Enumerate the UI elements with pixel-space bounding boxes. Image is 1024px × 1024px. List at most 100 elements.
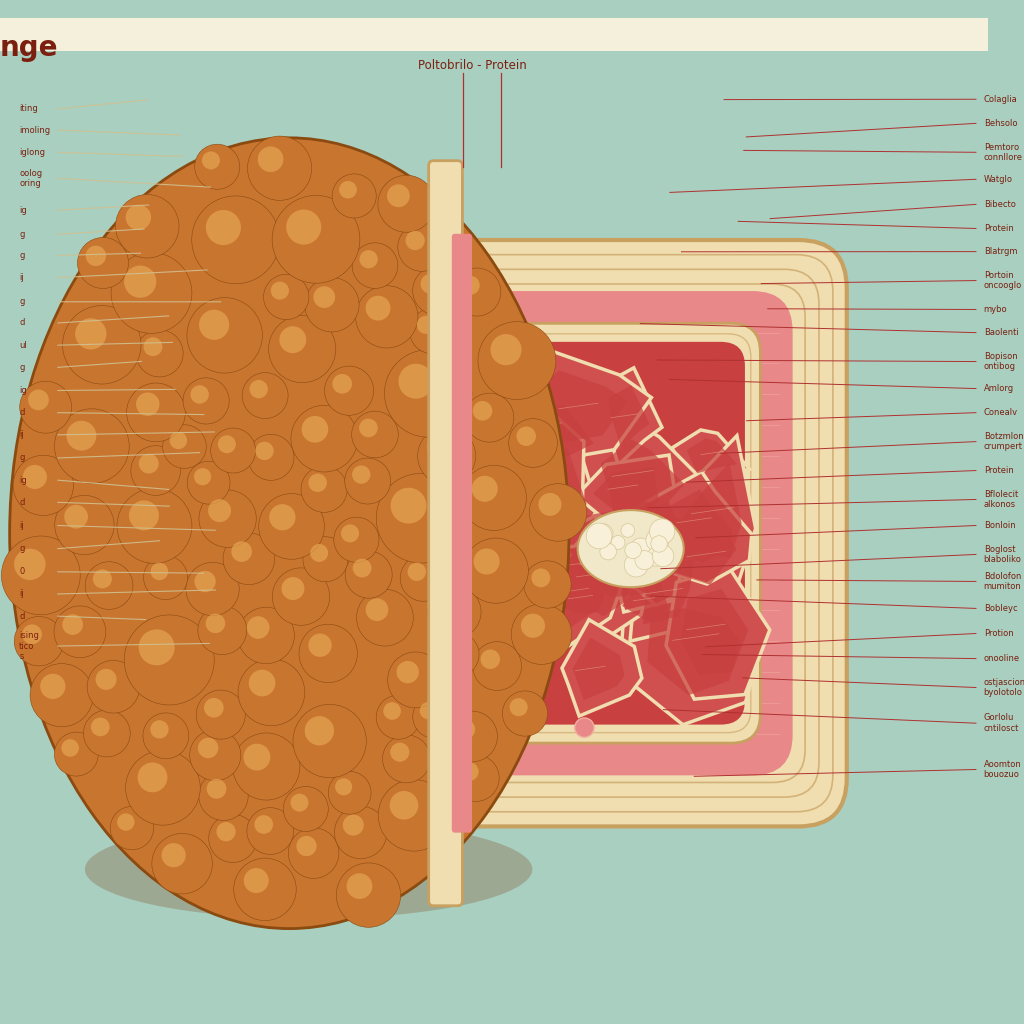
Circle shape — [473, 511, 487, 524]
Polygon shape — [531, 546, 626, 648]
Circle shape — [354, 551, 373, 569]
Circle shape — [420, 702, 437, 719]
Circle shape — [524, 561, 571, 608]
Circle shape — [376, 695, 420, 739]
Polygon shape — [599, 530, 644, 559]
Polygon shape — [476, 443, 595, 549]
Circle shape — [383, 599, 418, 634]
Ellipse shape — [85, 820, 532, 919]
Polygon shape — [647, 608, 740, 695]
Polygon shape — [593, 467, 658, 513]
Circle shape — [396, 660, 419, 683]
Circle shape — [293, 705, 367, 777]
Circle shape — [352, 466, 371, 483]
Circle shape — [204, 698, 223, 718]
Polygon shape — [572, 638, 625, 700]
Circle shape — [143, 556, 187, 600]
Circle shape — [187, 461, 230, 504]
Circle shape — [498, 542, 511, 555]
Circle shape — [395, 641, 410, 654]
Text: o: o — [454, 526, 461, 537]
Circle shape — [485, 364, 534, 412]
Circle shape — [463, 538, 528, 603]
Circle shape — [521, 613, 545, 638]
Circle shape — [23, 465, 47, 489]
Circle shape — [54, 732, 98, 776]
Circle shape — [426, 602, 469, 646]
Circle shape — [393, 463, 440, 510]
Circle shape — [242, 373, 288, 419]
Circle shape — [427, 689, 444, 707]
Circle shape — [471, 486, 485, 501]
Polygon shape — [467, 394, 584, 499]
Circle shape — [443, 690, 478, 725]
Circle shape — [189, 729, 241, 780]
Circle shape — [486, 447, 530, 493]
Text: Behsolo: Behsolo — [984, 119, 1017, 128]
Polygon shape — [666, 567, 770, 699]
Polygon shape — [586, 520, 654, 565]
Circle shape — [498, 585, 541, 627]
Polygon shape — [601, 439, 685, 516]
Text: g: g — [19, 362, 25, 372]
Circle shape — [112, 253, 191, 334]
Polygon shape — [593, 515, 660, 586]
Text: Watglo: Watglo — [984, 175, 1013, 183]
Circle shape — [621, 523, 635, 538]
Circle shape — [470, 651, 484, 666]
Circle shape — [480, 434, 500, 453]
Circle shape — [505, 591, 520, 606]
Text: ostjascion
byolotolo: ostjascion byolotolo — [984, 678, 1024, 697]
Circle shape — [249, 670, 275, 696]
Circle shape — [244, 743, 270, 770]
Circle shape — [390, 487, 426, 523]
Polygon shape — [586, 486, 697, 585]
Circle shape — [510, 698, 527, 716]
Circle shape — [282, 578, 304, 600]
Circle shape — [420, 682, 466, 728]
Circle shape — [432, 490, 469, 527]
Circle shape — [197, 690, 246, 739]
Circle shape — [117, 488, 191, 563]
Polygon shape — [509, 437, 587, 531]
Circle shape — [93, 569, 112, 589]
Circle shape — [413, 695, 456, 738]
Circle shape — [453, 755, 499, 802]
Circle shape — [496, 416, 524, 444]
Circle shape — [465, 645, 503, 683]
Polygon shape — [622, 580, 669, 622]
Circle shape — [414, 355, 429, 372]
Polygon shape — [665, 532, 737, 585]
Polygon shape — [605, 528, 649, 574]
Circle shape — [373, 620, 412, 657]
Circle shape — [325, 367, 374, 416]
Circle shape — [258, 146, 284, 172]
Circle shape — [91, 718, 110, 736]
Text: Conealv: Conealv — [984, 409, 1018, 417]
Circle shape — [384, 350, 472, 437]
Text: θ: θ — [480, 495, 487, 505]
Circle shape — [352, 243, 398, 289]
Text: Botzmlon
crumpert: Botzmlon crumpert — [984, 432, 1023, 452]
Circle shape — [327, 374, 373, 420]
Circle shape — [587, 523, 612, 549]
Text: o: o — [432, 461, 439, 471]
Circle shape — [13, 456, 74, 515]
Circle shape — [23, 625, 42, 644]
Circle shape — [65, 505, 88, 528]
Circle shape — [434, 348, 447, 360]
Circle shape — [647, 548, 666, 566]
Circle shape — [95, 669, 117, 690]
Text: o: o — [466, 552, 473, 562]
Circle shape — [418, 427, 476, 485]
Circle shape — [462, 700, 474, 713]
Circle shape — [631, 538, 651, 559]
Circle shape — [378, 501, 392, 514]
Circle shape — [328, 706, 374, 752]
Circle shape — [387, 184, 410, 207]
Circle shape — [346, 628, 359, 641]
Circle shape — [208, 499, 231, 522]
Text: Poltobrilo - Protein: Poltobrilo - Protein — [418, 59, 527, 72]
Circle shape — [512, 413, 522, 424]
Circle shape — [484, 625, 532, 672]
